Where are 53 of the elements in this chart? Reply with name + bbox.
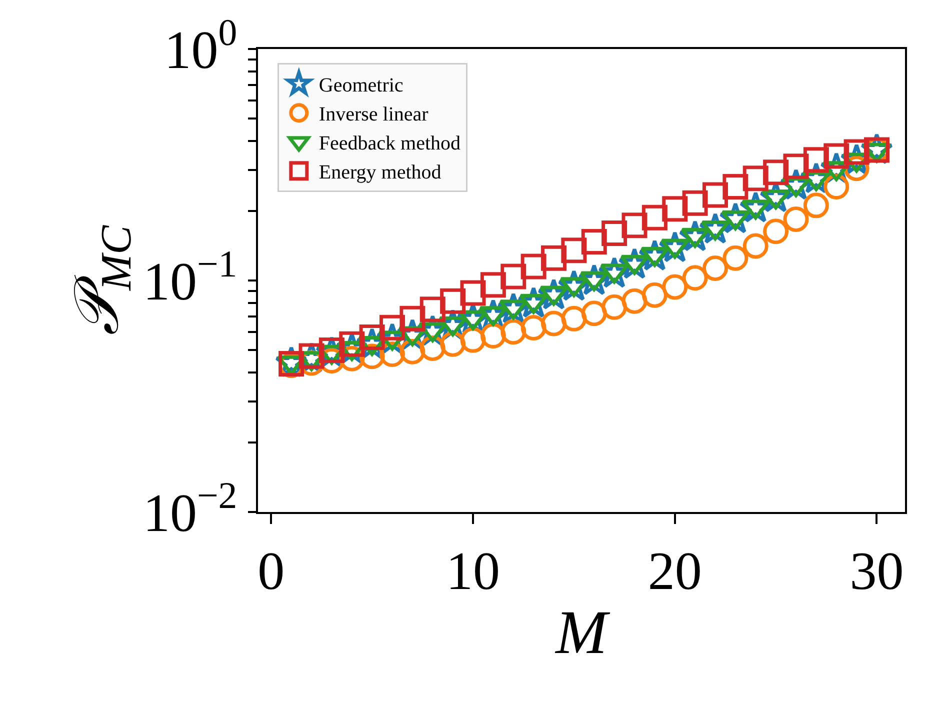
point	[642, 282, 668, 308]
point	[602, 294, 628, 320]
point	[783, 154, 809, 180]
legend-label: Energy method	[318, 162, 442, 184]
point	[722, 174, 748, 200]
point	[561, 238, 587, 264]
x-tick-label: 0	[258, 540, 285, 601]
point	[642, 204, 668, 230]
point	[682, 190, 708, 216]
point	[662, 274, 688, 300]
point	[682, 265, 708, 291]
legend-label: Feedback method	[318, 132, 461, 155]
point	[622, 212, 648, 238]
point	[440, 288, 466, 314]
y-tick-label: 10$^{−2}$	[142, 475, 238, 543]
point	[742, 166, 768, 192]
point	[500, 319, 526, 345]
point	[460, 280, 486, 306]
x-tick-label: 20	[648, 540, 702, 601]
point	[702, 182, 728, 208]
point	[803, 192, 829, 218]
point	[520, 254, 546, 280]
point	[480, 323, 506, 349]
x-tick-label: 10	[446, 540, 500, 601]
point	[722, 245, 748, 271]
point	[540, 245, 566, 271]
point	[298, 343, 324, 369]
point	[480, 272, 506, 298]
legend-label: Geometric	[318, 74, 404, 97]
point	[702, 255, 728, 281]
y-tick-label: 10$^{−1}$	[142, 244, 238, 312]
legend-label: Inverse linear	[318, 104, 429, 126]
point	[561, 306, 587, 332]
point	[602, 220, 628, 246]
point	[460, 327, 486, 353]
point	[541, 310, 566, 336]
point	[520, 315, 546, 340]
point	[803, 147, 829, 173]
point	[400, 306, 426, 332]
point	[662, 196, 688, 222]
point	[440, 331, 466, 357]
point	[742, 233, 768, 259]
point	[763, 218, 789, 244]
point	[622, 288, 648, 314]
point	[581, 229, 607, 255]
point	[763, 160, 789, 186]
point	[783, 206, 809, 232]
point	[581, 300, 607, 326]
x-tick-label: 30	[850, 540, 904, 601]
x-axis-title: M	[554, 599, 611, 668]
y-tick-label: 10$^{0}$	[164, 12, 238, 80]
point	[420, 296, 446, 322]
point	[500, 264, 526, 290]
